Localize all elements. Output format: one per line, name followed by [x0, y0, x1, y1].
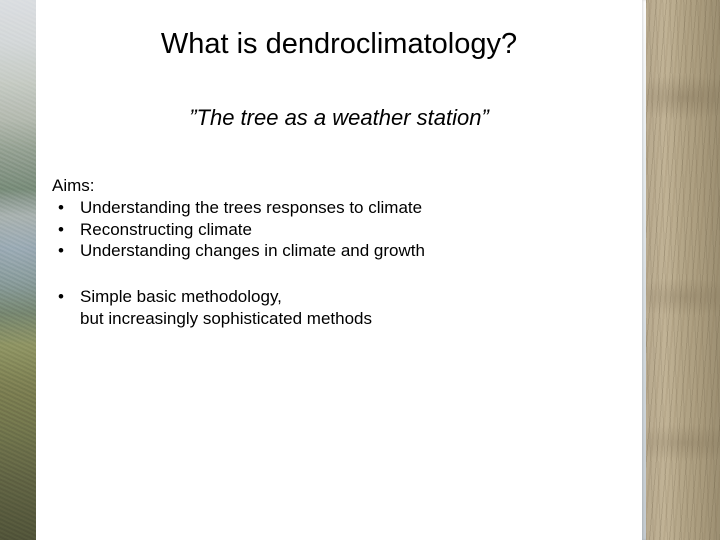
slide-body: Aims: Understanding the trees responses …: [50, 175, 628, 330]
list-item: Understanding the trees responses to cli…: [52, 197, 628, 219]
slide-title: What is dendroclimatology?: [50, 28, 628, 61]
aims-label: Aims:: [52, 175, 628, 197]
right-wood-strip: [646, 0, 720, 540]
slide-subtitle: ”The tree as a weather station”: [50, 105, 628, 131]
aims-list: Understanding the trees responses to cli…: [52, 197, 628, 262]
list-item: Simple basic methodology,but increasingl…: [52, 286, 628, 330]
slide-content: What is dendroclimatology? ”The tree as …: [36, 0, 642, 540]
notes-list: Simple basic methodology,but increasingl…: [52, 286, 628, 330]
right-strip-separator: [642, 0, 646, 540]
list-item: Reconstructing climate: [52, 219, 628, 241]
left-photo-strip: [0, 0, 36, 540]
list-item: Understanding changes in climate and gro…: [52, 240, 628, 262]
